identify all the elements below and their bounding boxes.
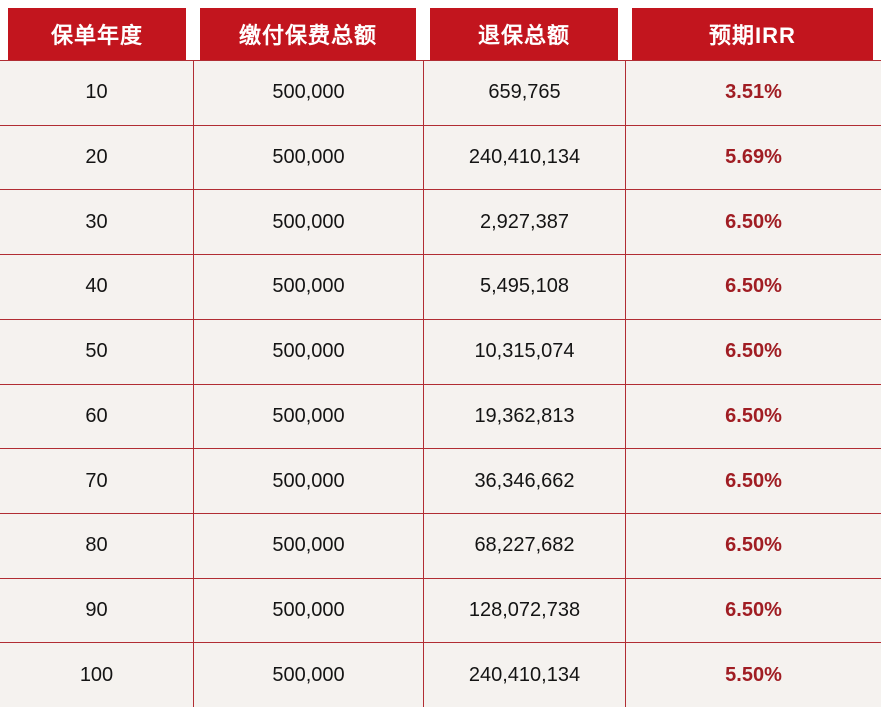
expected-irr-cell: 6.50% (625, 190, 881, 255)
policy-year-cell: 30 (85, 210, 108, 233)
table-row: 80 500,000 68,227,682 6.50% (0, 512, 881, 578)
table-row: 90 500,000 128,072,738 6.50% (0, 577, 881, 643)
column-header-policy-year: 保单年度 (8, 8, 186, 60)
premium-total-cell: 500,000 (193, 643, 423, 707)
premium-total-cell: 500,000 (193, 125, 423, 190)
policy-year-cell: 40 (85, 275, 108, 298)
table-row: 100 500,000 240,410,134 5.50% (0, 642, 881, 707)
premium-total-cell: 500,000 (193, 384, 423, 449)
policy-year-cell: 70 (85, 469, 108, 492)
table-row: 30 500,000 2,927,387 6.50% (0, 189, 881, 255)
expected-irr-cell: 3.51% (625, 61, 881, 125)
premium-total-cell: 500,000 (193, 319, 423, 384)
policy-year-cell: 100 (79, 663, 114, 686)
premium-total-cell: 500,000 (193, 513, 423, 578)
policy-year-cell: 60 (85, 404, 108, 427)
premium-total-cell: 500,000 (193, 61, 423, 125)
policy-year-cell: 80 (85, 534, 108, 557)
column-header-total-premium: 缴付保费总额 (200, 8, 416, 60)
expected-irr-cell: 6.50% (625, 319, 881, 384)
policy-year-cell: 10 (85, 81, 108, 104)
table-row: 10 500,000 659,765 3.51% (0, 60, 881, 125)
table-row: 40 500,000 5,495,108 6.50% (0, 254, 881, 319)
expected-irr-cell: 6.50% (625, 449, 881, 513)
surrender-total-cell: 128,072,738 (423, 578, 625, 643)
expected-irr-cell: 6.50% (625, 513, 881, 578)
surrender-total-cell: 659,765 (423, 61, 625, 125)
table-body: 10 500,000 659,765 3.51% 20 500,000 240,… (0, 60, 881, 707)
column-header-surrender-total: 退保总额 (430, 8, 618, 60)
premium-total-cell: 500,000 (193, 190, 423, 255)
expected-irr-cell: 5.69% (625, 125, 881, 190)
expected-irr-cell: 6.50% (625, 384, 881, 449)
table-row: 50 500,000 10,315,074 6.50% (0, 318, 881, 384)
expected-irr-cell: 6.50% (625, 578, 881, 643)
surrender-total-cell: 240,410,134 (423, 643, 625, 707)
premium-total-cell: 500,000 (193, 578, 423, 643)
surrender-total-cell: 240,410,134 (423, 125, 625, 190)
surrender-total-cell: 10,315,074 (423, 319, 625, 384)
policy-year-cell: 50 (85, 340, 108, 363)
surrender-total-cell: 36,346,662 (423, 449, 625, 513)
surrender-total-cell: 5,495,108 (423, 255, 625, 319)
table-row: 60 500,000 19,362,813 6.50% (0, 383, 881, 449)
surrender-total-cell: 68,227,682 (423, 513, 625, 578)
premium-total-cell: 500,000 (193, 255, 423, 319)
column-header-expected-irr: 预期IRR (632, 8, 873, 60)
table-row: 20 500,000 240,410,134 5.69% (0, 124, 881, 190)
policy-year-cell: 20 (85, 146, 108, 169)
table-row: 70 500,000 36,346,662 6.50% (0, 448, 881, 513)
expected-irr-cell: 6.50% (625, 255, 881, 319)
table-header-row: 保单年度 缴付保费总额 退保总额 预期IRR (0, 8, 881, 60)
policy-year-cell: 90 (85, 598, 108, 621)
expected-irr-cell: 5.50% (625, 643, 881, 707)
premium-total-cell: 500,000 (193, 449, 423, 513)
surrender-total-cell: 19,362,813 (423, 384, 625, 449)
surrender-total-cell: 2,927,387 (423, 190, 625, 255)
